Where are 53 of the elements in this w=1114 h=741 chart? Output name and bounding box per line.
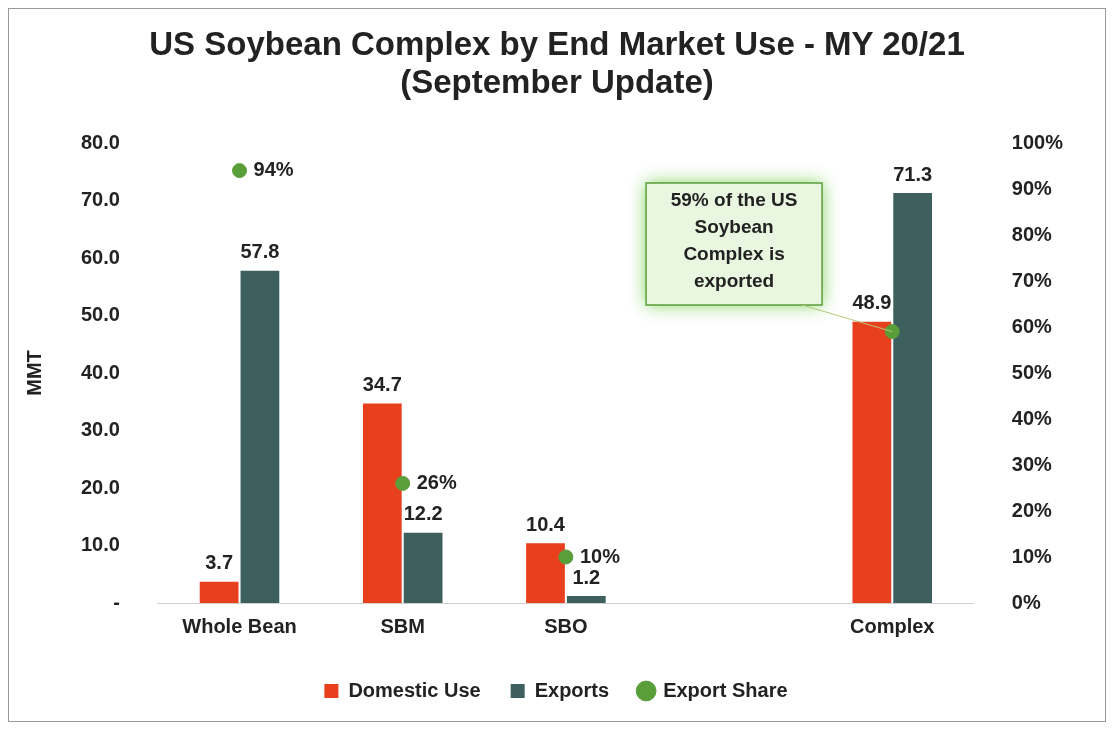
y-tick-label: 80.0 (80, 130, 120, 153)
y-tick-label: 70.0 (80, 188, 120, 211)
bar (240, 270, 280, 603)
y2-tick-label: 10% (1011, 544, 1053, 567)
bar (566, 596, 606, 603)
y-tick-label: - (113, 590, 120, 613)
y-tick-label: 10.0 (80, 533, 120, 556)
y2-tick-label: 40% (1011, 406, 1053, 429)
y2-tick-label: 100% (1011, 130, 1064, 153)
bar (852, 321, 892, 603)
legend-label: Domestic Use (348, 678, 481, 701)
y2-tick-label: 60% (1011, 314, 1053, 337)
data-label: 48.9 (852, 291, 892, 314)
data-label: 10% (579, 544, 621, 567)
y-tick-label: 20.0 (80, 475, 120, 498)
bar (893, 193, 933, 603)
data-label: 3.7 (205, 551, 234, 574)
data-label: 10.4 (526, 512, 566, 535)
legend-label: Export Share (663, 678, 788, 701)
y-tick-label: 50.0 (80, 303, 120, 326)
y2-tick-label: 20% (1011, 498, 1053, 521)
y-tick-label: 60.0 (80, 245, 120, 268)
y-tick-label: 30.0 (80, 418, 120, 441)
data-label: 94% (253, 158, 294, 181)
data-label: 71.3 (893, 162, 933, 185)
x-tick-label: Whole Bean (182, 614, 297, 637)
y-tick-label: 40.0 (80, 360, 120, 383)
data-label: 34.7 (362, 372, 402, 395)
x-tick-label: Complex (850, 614, 935, 637)
point (558, 549, 574, 565)
bar (403, 532, 443, 603)
annotation: 59% of the US Soybean Complex is exported (670, 188, 798, 291)
bar (526, 543, 565, 603)
chart-title: US Soybean Complex by End Market Use - MY 20/21 (September Update) (148, 24, 966, 101)
y-axis-title: MMT (22, 350, 45, 396)
y2-tick-label: 90% (1011, 176, 1053, 199)
y2-tick-label: 0% (1011, 590, 1041, 613)
data-label: 26% (416, 470, 457, 493)
data-label: 57.8 (240, 240, 280, 263)
y2-tick-label: 80% (1011, 222, 1053, 245)
legend-label: Exports (534, 678, 610, 701)
y2-tick-label: 30% (1011, 452, 1053, 475)
point (232, 163, 248, 179)
point (884, 324, 900, 340)
x-tick-label: SBO (544, 614, 588, 637)
bar (199, 581, 239, 603)
point (395, 475, 411, 491)
y2-tick-label: 70% (1011, 268, 1053, 291)
bar (362, 403, 402, 603)
data-label: 1.2 (572, 565, 601, 588)
y2-tick-label: 50% (1011, 360, 1053, 383)
data-label: 12.2 (403, 502, 443, 525)
x-tick-label: SBM (380, 614, 425, 637)
